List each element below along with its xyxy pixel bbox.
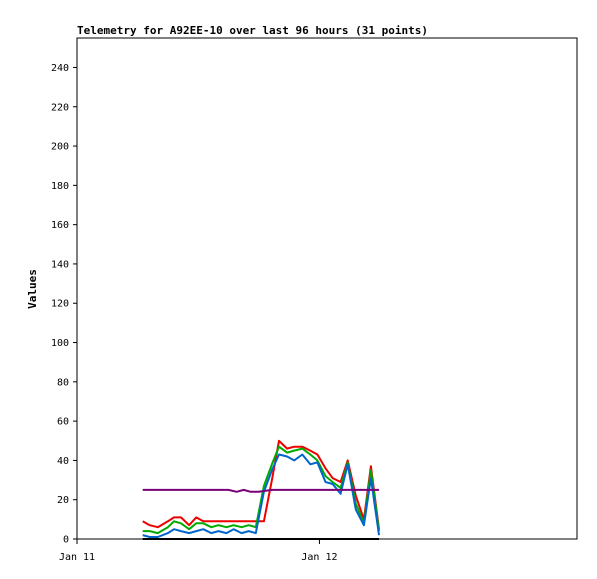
y-tick-label: 180 [51,181,69,192]
y-tick-label: 200 [51,142,69,153]
x-tick-label: Jan 11 [59,552,95,563]
y-tick-label: 120 [51,299,69,310]
plot-area [76,37,578,540]
series-line-3 [142,453,380,538]
y-tick-label: 60 [57,417,69,428]
y-tick-label: 0 [63,535,69,546]
y-tick-label: 80 [57,377,69,388]
y-tick-label: 100 [51,338,69,349]
series-line-1 [142,439,380,530]
y-tick-label: 40 [57,456,69,467]
chart-title: Telemetry for A92EE-10 over last 96 hour… [77,24,428,37]
x-axis: Jan 11 Jan 12 [59,539,337,563]
y-tick-label: 220 [51,102,69,113]
series-layer [142,439,380,540]
y-tick-label: 160 [51,220,69,231]
y-axis-label: Values [26,269,39,309]
series-line-4 [142,488,379,493]
y-tick-label: 240 [51,63,69,74]
y-axis: 0 20 40 60 80 100 120 140 160 180 200 220 240 [51,63,77,546]
y-tick-label: 140 [51,259,69,270]
x-tick-label: Jan 12 [301,552,337,563]
series-line-2 [142,445,380,535]
y-tick-label: 20 [57,495,69,506]
